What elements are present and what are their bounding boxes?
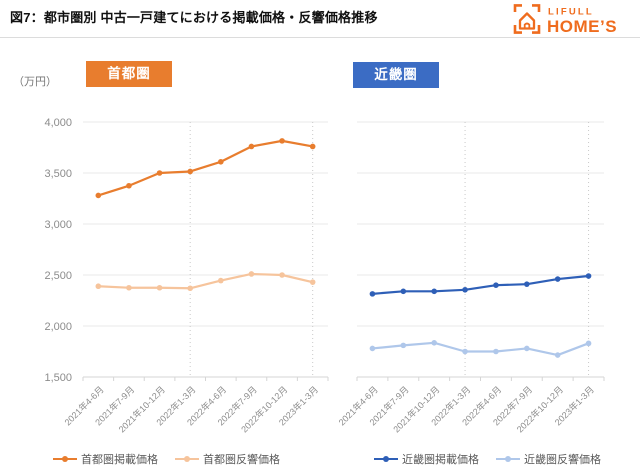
legend-marker-icon: [175, 456, 199, 462]
y-axis-unit-label: （万円）: [13, 76, 57, 88]
legend-item-0-0: 首都圏掲載価格: [52, 451, 158, 467]
charts-area: （万円） 首都圏 4,000 3,500 3,000 2,500 2,000 1,500 2…: [0, 38, 640, 473]
y-axis-tick-label: 2,500: [44, 270, 72, 282]
logo-brand-top: LIFULL: [548, 7, 594, 18]
house-logo-icon: [513, 4, 541, 34]
chart-shutoken: （万円） 首都圏 4,000 3,500 3,000 2,500 2,000 1,500 2…: [0, 42, 332, 473]
data-point-1-1-2: [431, 340, 437, 346]
data-point-0-0-3: [187, 168, 193, 175]
region-badge-shutoken: 首都圏: [86, 61, 172, 87]
series-line-1-0: [371, 274, 590, 295]
data-point-0-0-1: [126, 182, 132, 189]
data-point-0-1-3: [187, 285, 193, 292]
y-axis-tick-label: 3,000: [44, 219, 72, 231]
data-point-1-0-0: [369, 291, 376, 297]
legend-label: 首都圏反響価格: [203, 454, 280, 466]
series-line-0-1: [97, 272, 314, 290]
legend-item-1-1: 近畿圏反響価格: [495, 451, 601, 467]
data-point-0-0-5: [248, 143, 255, 150]
legend-marker-icon: [374, 456, 398, 462]
data-point-0-1-7: [309, 279, 316, 285]
data-point-1-1-7: [585, 340, 592, 347]
data-point-1-1-6: [554, 352, 561, 358]
legend-item-0-1: 首都圏反響価格: [174, 451, 280, 467]
data-point-1-0-6: [554, 276, 561, 282]
y-axis-tick-label: 1,500: [44, 372, 72, 384]
legend-marker-icon: [496, 456, 520, 462]
data-point-0-1-5: [248, 271, 255, 277]
data-point-0-1-4: [218, 277, 224, 284]
data-point-1-1-1: [400, 342, 407, 349]
data-point-1-0-2: [431, 288, 437, 295]
data-point-1-1-3: [462, 348, 468, 355]
data-point-1-0-1: [400, 288, 407, 295]
data-point-1-0-5: [524, 281, 530, 287]
data-point-0-0-2: [156, 170, 163, 176]
line-chart-kinki: 2021年4-6月2021年7-9月2021年10-12月2022年1-3月20…: [336, 121, 605, 435]
data-point-0-1-0: [95, 283, 102, 290]
series-line-0-0: [97, 139, 314, 197]
legend-label: 首都圏掲載価格: [81, 454, 158, 466]
y-axis-tick-label: 2,000: [44, 321, 72, 333]
data-point-0-1-2: [156, 284, 163, 291]
chart-kinki: 近畿圏 2021年4-6月 2021年7-9月 2021年10-12月 2022年1-…: [334, 42, 640, 473]
series-line-1-1: [371, 341, 590, 357]
region-badge-kinki: 近畿圏: [353, 62, 439, 88]
data-point-0-1-1: [126, 284, 132, 291]
data-point-0-0-7: [309, 143, 316, 150]
data-point-1-1-4: [493, 348, 499, 355]
data-point-1-1-5: [524, 345, 530, 352]
data-point-1-0-3: [462, 286, 468, 293]
data-point-1-1-0: [369, 345, 376, 352]
legend-marker-icon: [53, 456, 77, 462]
data-point-0-0-4: [218, 158, 224, 165]
lifull-homes-logo: LIFULL HOME’S: [513, 4, 617, 36]
line-chart-shutoken: 4,0003,5003,0002,5002,0001,5002021年4-6月2…: [44, 117, 329, 435]
legend-label: 近畿圏反響価格: [524, 454, 601, 466]
data-point-0-0-0: [95, 192, 102, 199]
data-point-1-0-7: [585, 273, 592, 279]
data-point-0-0-6: [279, 138, 285, 144]
figure-title: 図7：都市圏別 中古一戸建てにおける掲載価格・反響価格推移: [10, 10, 378, 25]
legend-kinki: 近畿圏掲載価格 近畿圏反響価格: [334, 451, 640, 467]
data-point-0-1-6: [279, 272, 285, 278]
y-axis-tick-label: 4,000: [44, 117, 72, 129]
data-point-1-0-4: [493, 282, 499, 288]
header-bar: 図7：都市圏別 中古一戸建てにおける掲載価格・反響価格推移 LIFULL HOM…: [0, 0, 640, 38]
logo-brand-bottom: HOME’S: [547, 17, 617, 36]
legend-item-1-0: 近畿圏掲載価格: [373, 451, 479, 467]
y-axis-tick-label: 3,500: [44, 168, 72, 180]
legend-shutoken: 首都圏掲載価格 首都圏反響価格: [0, 451, 332, 467]
legend-label: 近畿圏掲載価格: [402, 454, 479, 466]
